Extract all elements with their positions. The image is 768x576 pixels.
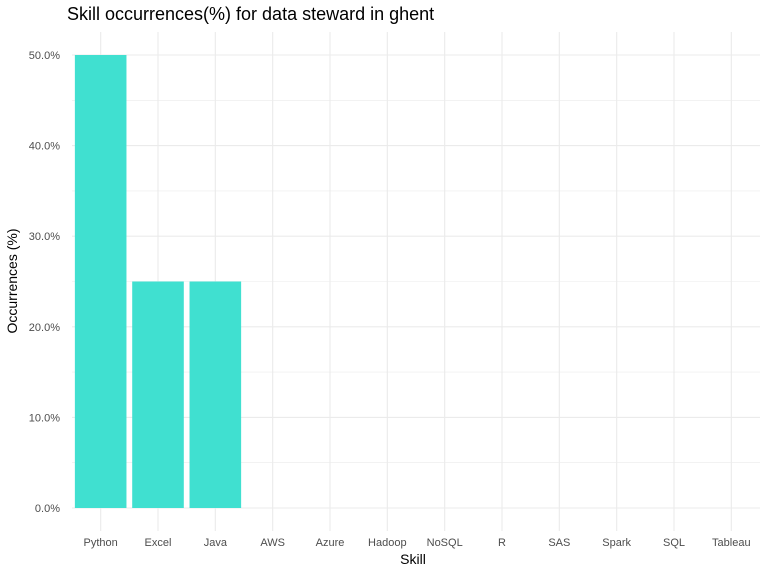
- x-tick-label: Python: [84, 537, 118, 549]
- bars: [74, 55, 242, 508]
- y-axis-ticks: 0.0% 10.0% 20.0% 30.0% 40.0% 50.0%: [29, 50, 60, 515]
- x-tick-label: Tableau: [712, 537, 751, 549]
- bar-python: [74, 55, 127, 508]
- y-tick-label: 0.0%: [35, 503, 60, 515]
- chart-title: Skill occurrences(%) for data steward in…: [67, 4, 435, 24]
- x-tick-label: Hadoop: [368, 537, 407, 549]
- x-axis-title: Skill: [400, 551, 426, 567]
- x-tick-label: Excel: [145, 537, 172, 549]
- x-tick-label: SAS: [548, 537, 570, 549]
- x-tick-label: R: [498, 537, 506, 549]
- x-tick-label: AWS: [260, 537, 285, 549]
- x-tick-label: Azure: [316, 537, 345, 549]
- x-tick-label: SQL: [663, 537, 685, 549]
- y-tick-label: 10.0%: [29, 412, 60, 424]
- x-axis-ticks: Python Excel Java AWS Azure Hadoop NoSQL R SAS Sp…: [84, 537, 751, 549]
- x-tick-label: Spark: [602, 537, 631, 549]
- y-tick-label: 20.0%: [29, 322, 60, 334]
- y-tick-label: 30.0%: [29, 231, 60, 243]
- bar-java: [189, 281, 242, 508]
- x-tick-label: Java: [204, 537, 228, 549]
- bar-excel: [132, 281, 184, 508]
- x-tick-label: NoSQL: [427, 537, 463, 549]
- y-tick-label: 40.0%: [29, 141, 60, 153]
- y-tick-label: 50.0%: [29, 50, 60, 62]
- y-axis-title: Occurrences (%): [4, 228, 20, 333]
